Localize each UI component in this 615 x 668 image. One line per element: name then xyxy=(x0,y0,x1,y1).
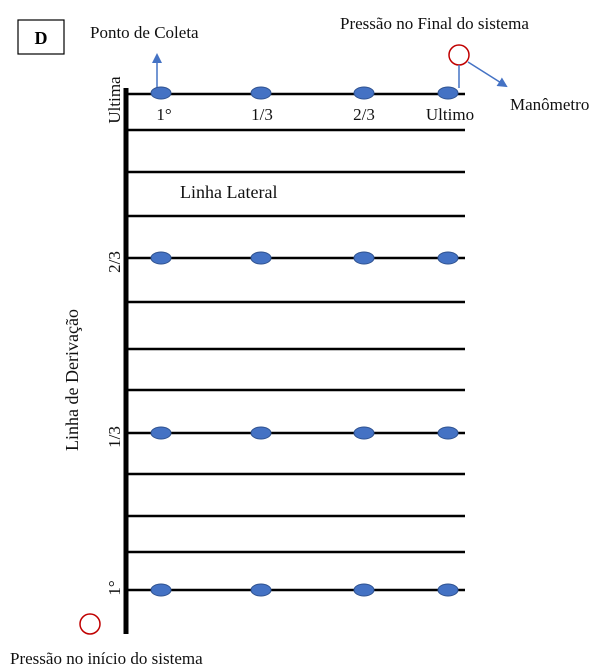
sampling-point xyxy=(150,583,172,597)
end-pressure-label: Pressão no Final do sistema xyxy=(340,14,529,33)
lateral-line-label: Linha Lateral xyxy=(180,182,277,202)
start-pressure-marker-circle xyxy=(79,613,101,635)
collection-point-label: Ponto de Coleta xyxy=(90,23,199,42)
derivation-position-one-third: 1/3 xyxy=(105,426,124,448)
manometer-arrow xyxy=(467,61,508,88)
start-pressure-label: Pressão no início do sistema xyxy=(10,649,203,668)
sampling-point xyxy=(250,86,272,100)
sampling-point xyxy=(250,583,272,597)
lateral-position-one-third: 1/3 xyxy=(251,105,273,124)
sampling-point xyxy=(250,251,272,265)
sampling-point xyxy=(150,251,172,265)
panel-label-box xyxy=(17,19,65,55)
lateral-lines xyxy=(126,92,465,592)
sampling-point xyxy=(150,426,172,440)
lateral-position-first: 1° xyxy=(156,105,171,124)
sampling-point xyxy=(353,86,375,100)
derivation-position-two-thirds: 2/3 xyxy=(105,251,124,273)
sampling-point xyxy=(353,426,375,440)
sampling-points xyxy=(150,86,459,597)
sampling-point xyxy=(437,251,459,265)
lateral-position-two-thirds: 2/3 xyxy=(353,105,375,124)
end-pressure-marker-circle xyxy=(448,44,470,66)
sampling-point xyxy=(250,426,272,440)
sampling-point xyxy=(353,251,375,265)
sampling-point xyxy=(437,426,459,440)
sampling-point xyxy=(437,583,459,597)
sampling-point xyxy=(437,86,459,100)
derivation-line-label: Linha de Derivação xyxy=(62,309,82,451)
derivation-position-first: 1° xyxy=(105,580,124,595)
sampling-point xyxy=(150,86,172,100)
manometer-label: Manômetro xyxy=(510,95,589,114)
panel-label: D xyxy=(35,28,48,48)
derivation-position-last: Ultima xyxy=(105,76,124,124)
lateral-position-last: Ultimo xyxy=(426,105,474,124)
sampling-point xyxy=(353,583,375,597)
